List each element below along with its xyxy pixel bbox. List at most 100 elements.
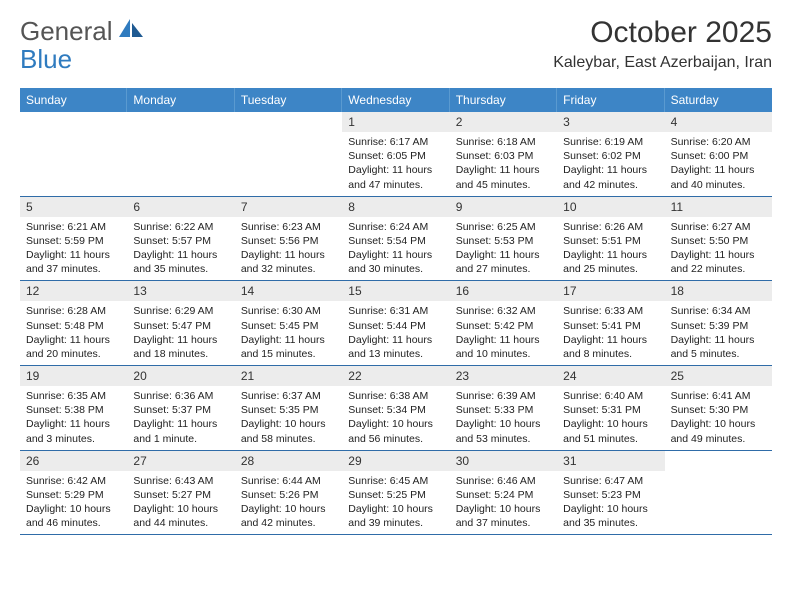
day-number: 13 — [127, 281, 234, 301]
daylight-line1: Daylight: 10 hours — [133, 502, 228, 516]
daylight-line1: Daylight: 11 hours — [563, 248, 658, 262]
daylight-line1: Daylight: 11 hours — [456, 333, 551, 347]
day-details: Sunrise: 6:45 AMSunset: 5:25 PMDaylight:… — [342, 471, 449, 535]
sunrise-text: Sunrise: 6:47 AM — [563, 474, 658, 488]
sunrise-text: Sunrise: 6:41 AM — [671, 389, 766, 403]
daylight-line1: Daylight: 11 hours — [133, 248, 228, 262]
day-number: 12 — [20, 281, 127, 301]
week-row: 26Sunrise: 6:42 AMSunset: 5:29 PMDayligh… — [20, 451, 772, 536]
sunrise-text: Sunrise: 6:36 AM — [133, 389, 228, 403]
sunrise-text: Sunrise: 6:30 AM — [241, 304, 336, 318]
logo-sail-icon — [119, 19, 145, 44]
day-details: Sunrise: 6:33 AMSunset: 5:41 PMDaylight:… — [557, 301, 664, 365]
daylight-line2: and 25 minutes. — [563, 262, 658, 276]
logo: General — [20, 16, 147, 47]
weeks-container: 1Sunrise: 6:17 AMSunset: 6:05 PMDaylight… — [20, 112, 772, 535]
day-details: Sunrise: 6:38 AMSunset: 5:34 PMDaylight:… — [342, 386, 449, 450]
day-cell: 1Sunrise: 6:17 AMSunset: 6:05 PMDaylight… — [342, 112, 449, 196]
daylight-line2: and 20 minutes. — [26, 347, 121, 361]
sunrise-text: Sunrise: 6:35 AM — [26, 389, 121, 403]
day-number: 5 — [20, 197, 127, 217]
sunset-text: Sunset: 5:34 PM — [348, 403, 443, 417]
sunset-text: Sunset: 6:03 PM — [456, 149, 551, 163]
sunset-text: Sunset: 5:50 PM — [671, 234, 766, 248]
day-details: Sunrise: 6:37 AMSunset: 5:35 PMDaylight:… — [235, 386, 342, 450]
day-number: 6 — [127, 197, 234, 217]
daylight-line2: and 5 minutes. — [671, 347, 766, 361]
day-cell: 22Sunrise: 6:38 AMSunset: 5:34 PMDayligh… — [342, 366, 449, 450]
daylight-line2: and 10 minutes. — [456, 347, 551, 361]
day-details: Sunrise: 6:20 AMSunset: 6:00 PMDaylight:… — [665, 132, 772, 196]
daylight-line2: and 37 minutes. — [26, 262, 121, 276]
daylight-line2: and 37 minutes. — [456, 516, 551, 530]
daylight-line1: Daylight: 10 hours — [241, 417, 336, 431]
day-cell: 28Sunrise: 6:44 AMSunset: 5:26 PMDayligh… — [235, 451, 342, 535]
day-number: 27 — [127, 451, 234, 471]
sunrise-text: Sunrise: 6:37 AM — [241, 389, 336, 403]
day-number: 25 — [665, 366, 772, 386]
day-cell: 15Sunrise: 6:31 AMSunset: 5:44 PMDayligh… — [342, 281, 449, 365]
daylight-line1: Daylight: 11 hours — [671, 248, 766, 262]
day-cell: 8Sunrise: 6:24 AMSunset: 5:54 PMDaylight… — [342, 197, 449, 281]
day-details: Sunrise: 6:44 AMSunset: 5:26 PMDaylight:… — [235, 471, 342, 535]
day-details: Sunrise: 6:27 AMSunset: 5:50 PMDaylight:… — [665, 217, 772, 281]
daylight-line2: and 35 minutes. — [133, 262, 228, 276]
day-details: Sunrise: 6:25 AMSunset: 5:53 PMDaylight:… — [450, 217, 557, 281]
day-cell: 26Sunrise: 6:42 AMSunset: 5:29 PMDayligh… — [20, 451, 127, 535]
day-number: 3 — [557, 112, 664, 132]
daylight-line2: and 27 minutes. — [456, 262, 551, 276]
sunrise-text: Sunrise: 6:43 AM — [133, 474, 228, 488]
daylight-line2: and 56 minutes. — [348, 432, 443, 446]
day-cell: 2Sunrise: 6:18 AMSunset: 6:03 PMDaylight… — [450, 112, 557, 196]
sunset-text: Sunset: 5:35 PM — [241, 403, 336, 417]
daylight-line1: Daylight: 10 hours — [456, 417, 551, 431]
day-number: 31 — [557, 451, 664, 471]
day-cell — [235, 112, 342, 196]
daylight-line1: Daylight: 11 hours — [26, 248, 121, 262]
sunset-text: Sunset: 5:37 PM — [133, 403, 228, 417]
day-number: 2 — [450, 112, 557, 132]
day-cell: 10Sunrise: 6:26 AMSunset: 5:51 PMDayligh… — [557, 197, 664, 281]
day-number: 10 — [557, 197, 664, 217]
daylight-line1: Daylight: 11 hours — [456, 248, 551, 262]
daylight-line2: and 58 minutes. — [241, 432, 336, 446]
day-cell — [20, 112, 127, 196]
day-cell: 16Sunrise: 6:32 AMSunset: 5:42 PMDayligh… — [450, 281, 557, 365]
sunset-text: Sunset: 5:24 PM — [456, 488, 551, 502]
day-details: Sunrise: 6:26 AMSunset: 5:51 PMDaylight:… — [557, 217, 664, 281]
daylight-line2: and 30 minutes. — [348, 262, 443, 276]
sunrise-text: Sunrise: 6:39 AM — [456, 389, 551, 403]
daylight-line2: and 45 minutes. — [456, 178, 551, 192]
day-number: 24 — [557, 366, 664, 386]
day-cell: 30Sunrise: 6:46 AMSunset: 5:24 PMDayligh… — [450, 451, 557, 535]
daylight-line1: Daylight: 11 hours — [348, 163, 443, 177]
daylight-line2: and 46 minutes. — [26, 516, 121, 530]
week-row: 19Sunrise: 6:35 AMSunset: 5:38 PMDayligh… — [20, 366, 772, 451]
daylight-line2: and 49 minutes. — [671, 432, 766, 446]
daylight-line1: Daylight: 10 hours — [563, 502, 658, 516]
daylight-line2: and 42 minutes. — [241, 516, 336, 530]
day-number: 11 — [665, 197, 772, 217]
week-row: 1Sunrise: 6:17 AMSunset: 6:05 PMDaylight… — [20, 112, 772, 197]
sunrise-text: Sunrise: 6:17 AM — [348, 135, 443, 149]
day-cell: 23Sunrise: 6:39 AMSunset: 5:33 PMDayligh… — [450, 366, 557, 450]
sunset-text: Sunset: 5:23 PM — [563, 488, 658, 502]
weekday-header: Monday — [127, 88, 234, 112]
day-number: 20 — [127, 366, 234, 386]
day-details: Sunrise: 6:21 AMSunset: 5:59 PMDaylight:… — [20, 217, 127, 281]
day-cell: 17Sunrise: 6:33 AMSunset: 5:41 PMDayligh… — [557, 281, 664, 365]
day-details: Sunrise: 6:31 AMSunset: 5:44 PMDaylight:… — [342, 301, 449, 365]
daylight-line1: Daylight: 10 hours — [26, 502, 121, 516]
sunrise-text: Sunrise: 6:18 AM — [456, 135, 551, 149]
day-cell: 20Sunrise: 6:36 AMSunset: 5:37 PMDayligh… — [127, 366, 234, 450]
day-number: 4 — [665, 112, 772, 132]
day-cell: 29Sunrise: 6:45 AMSunset: 5:25 PMDayligh… — [342, 451, 449, 535]
daylight-line2: and 53 minutes. — [456, 432, 551, 446]
daylight-line2: and 40 minutes. — [671, 178, 766, 192]
sunset-text: Sunset: 5:54 PM — [348, 234, 443, 248]
day-details: Sunrise: 6:19 AMSunset: 6:02 PMDaylight:… — [557, 132, 664, 196]
sunset-text: Sunset: 5:56 PM — [241, 234, 336, 248]
sunset-text: Sunset: 5:30 PM — [671, 403, 766, 417]
sunrise-text: Sunrise: 6:28 AM — [26, 304, 121, 318]
daylight-line2: and 35 minutes. — [563, 516, 658, 530]
